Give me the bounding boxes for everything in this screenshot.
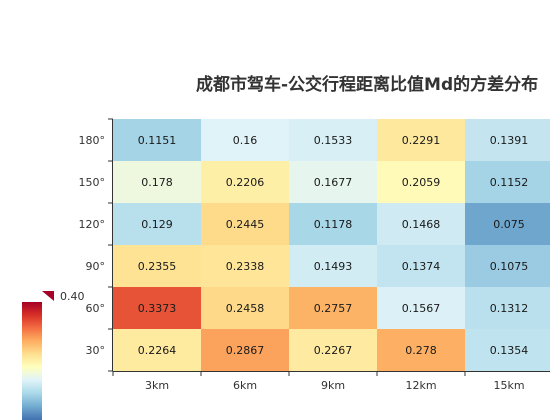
heatmap-cell[interactable] [465,203,550,245]
cell-value-label: 0.1391 [490,134,529,147]
cell-value-label: 0.278 [405,344,437,357]
cell-value-label: 0.1354 [490,344,529,357]
cell-value-label: 0.1468 [402,218,441,231]
cell-value-label: 0.1493 [314,260,353,273]
cell-value-label: 0.178 [141,176,173,189]
cell-value-label: 0.16 [233,134,258,147]
cell-value-label: 0.2458 [226,302,265,315]
heatmap-cell[interactable] [113,329,201,371]
cell-value-label: 0.2445 [226,218,265,231]
cell-value-label: 0.1151 [138,134,177,147]
heatmap-cell[interactable] [465,161,550,203]
x-tick-label: 12km [405,379,436,392]
y-tick-label: 150° [79,176,106,189]
heatmap-cell[interactable] [465,119,550,161]
heatmap-cell[interactable] [201,203,289,245]
heatmap-cell[interactable] [377,203,465,245]
heatmap-cell[interactable] [113,287,201,329]
heatmap-cell[interactable] [289,119,377,161]
cell-value-label: 0.2338 [226,260,265,273]
cell-value-label: 0.2264 [138,344,177,357]
heatmap-cell[interactable] [465,329,550,371]
heatmap-cell[interactable] [201,161,289,203]
heatmap-cell[interactable] [377,245,465,287]
heatmap-cell[interactable] [377,119,465,161]
heatmap-cell[interactable] [113,245,201,287]
cell-value-label: 0.1677 [314,176,353,189]
cell-value-label: 0.2355 [138,260,177,273]
cell-value-label: 0.075 [493,218,525,231]
cell-value-label: 0.129 [141,218,173,231]
cell-value-label: 0.1533 [314,134,353,147]
heatmap-cell[interactable] [377,329,465,371]
heatmap-cell[interactable] [113,119,201,161]
cell-value-label: 0.1312 [490,302,529,315]
heatmap-cell[interactable] [113,161,201,203]
cell-value-label: 0.2059 [402,176,441,189]
visual-map-max-label: 0.40 [60,290,85,303]
cell-value-label: 0.1374 [402,260,441,273]
x-tick-label: 9km [321,379,345,392]
cell-value-label: 0.3373 [138,302,177,315]
cell-value-label: 0.1178 [314,218,353,231]
cell-value-label: 0.2291 [402,134,441,147]
y-tick-label: 180° [79,134,106,147]
heatmap-cell[interactable] [465,245,550,287]
heatmap-cell[interactable] [289,329,377,371]
y-tick-label: 30° [86,344,106,357]
visual-map-bar[interactable] [22,302,42,420]
heatmap-cell[interactable] [289,161,377,203]
cell-value-label: 0.2267 [314,344,353,357]
heatmap-cell[interactable] [289,245,377,287]
heatmap-cell[interactable] [289,203,377,245]
heatmap-cell[interactable] [201,329,289,371]
heatmap-cell[interactable] [113,203,201,245]
y-tick-label: 60° [86,302,106,315]
x-tick-label: 3km [145,379,169,392]
visual-map-handle[interactable] [42,291,54,301]
visual-map[interactable]: 0.40 [22,290,85,420]
cell-value-label: 0.1075 [490,260,529,273]
y-tick-label: 90° [86,260,106,273]
x-tick-label: 6km [233,379,257,392]
cell-value-label: 0.1152 [490,176,529,189]
axes: 3km 6km 9km 12km 15km 30° 60° 90° 120° 150° 180° [79,118,550,392]
cell-value-label: 0.1567 [402,302,441,315]
heatmap-cell[interactable] [201,119,289,161]
cell-value-label: 0.2757 [314,302,353,315]
heatmap-cell[interactable] [377,287,465,329]
heatmap-cell[interactable] [201,287,289,329]
chart-title: 成都市驾车-公交行程距离比值Md的方差分布 [196,74,538,95]
x-tick-label: 15km [493,379,524,392]
heatmap-cell[interactable] [289,287,377,329]
heatmap-cells: 0.2264 0.3373 0.2355 0.129 0.178 0.1151 0.2867… [113,119,550,371]
heatmap-cell[interactable] [201,245,289,287]
heatmap-cell[interactable] [377,161,465,203]
heatmap-cell[interactable] [465,287,550,329]
cell-value-label: 0.2206 [226,176,265,189]
y-tick-label: 120° [79,218,106,231]
cell-value-label: 0.2867 [226,344,265,357]
